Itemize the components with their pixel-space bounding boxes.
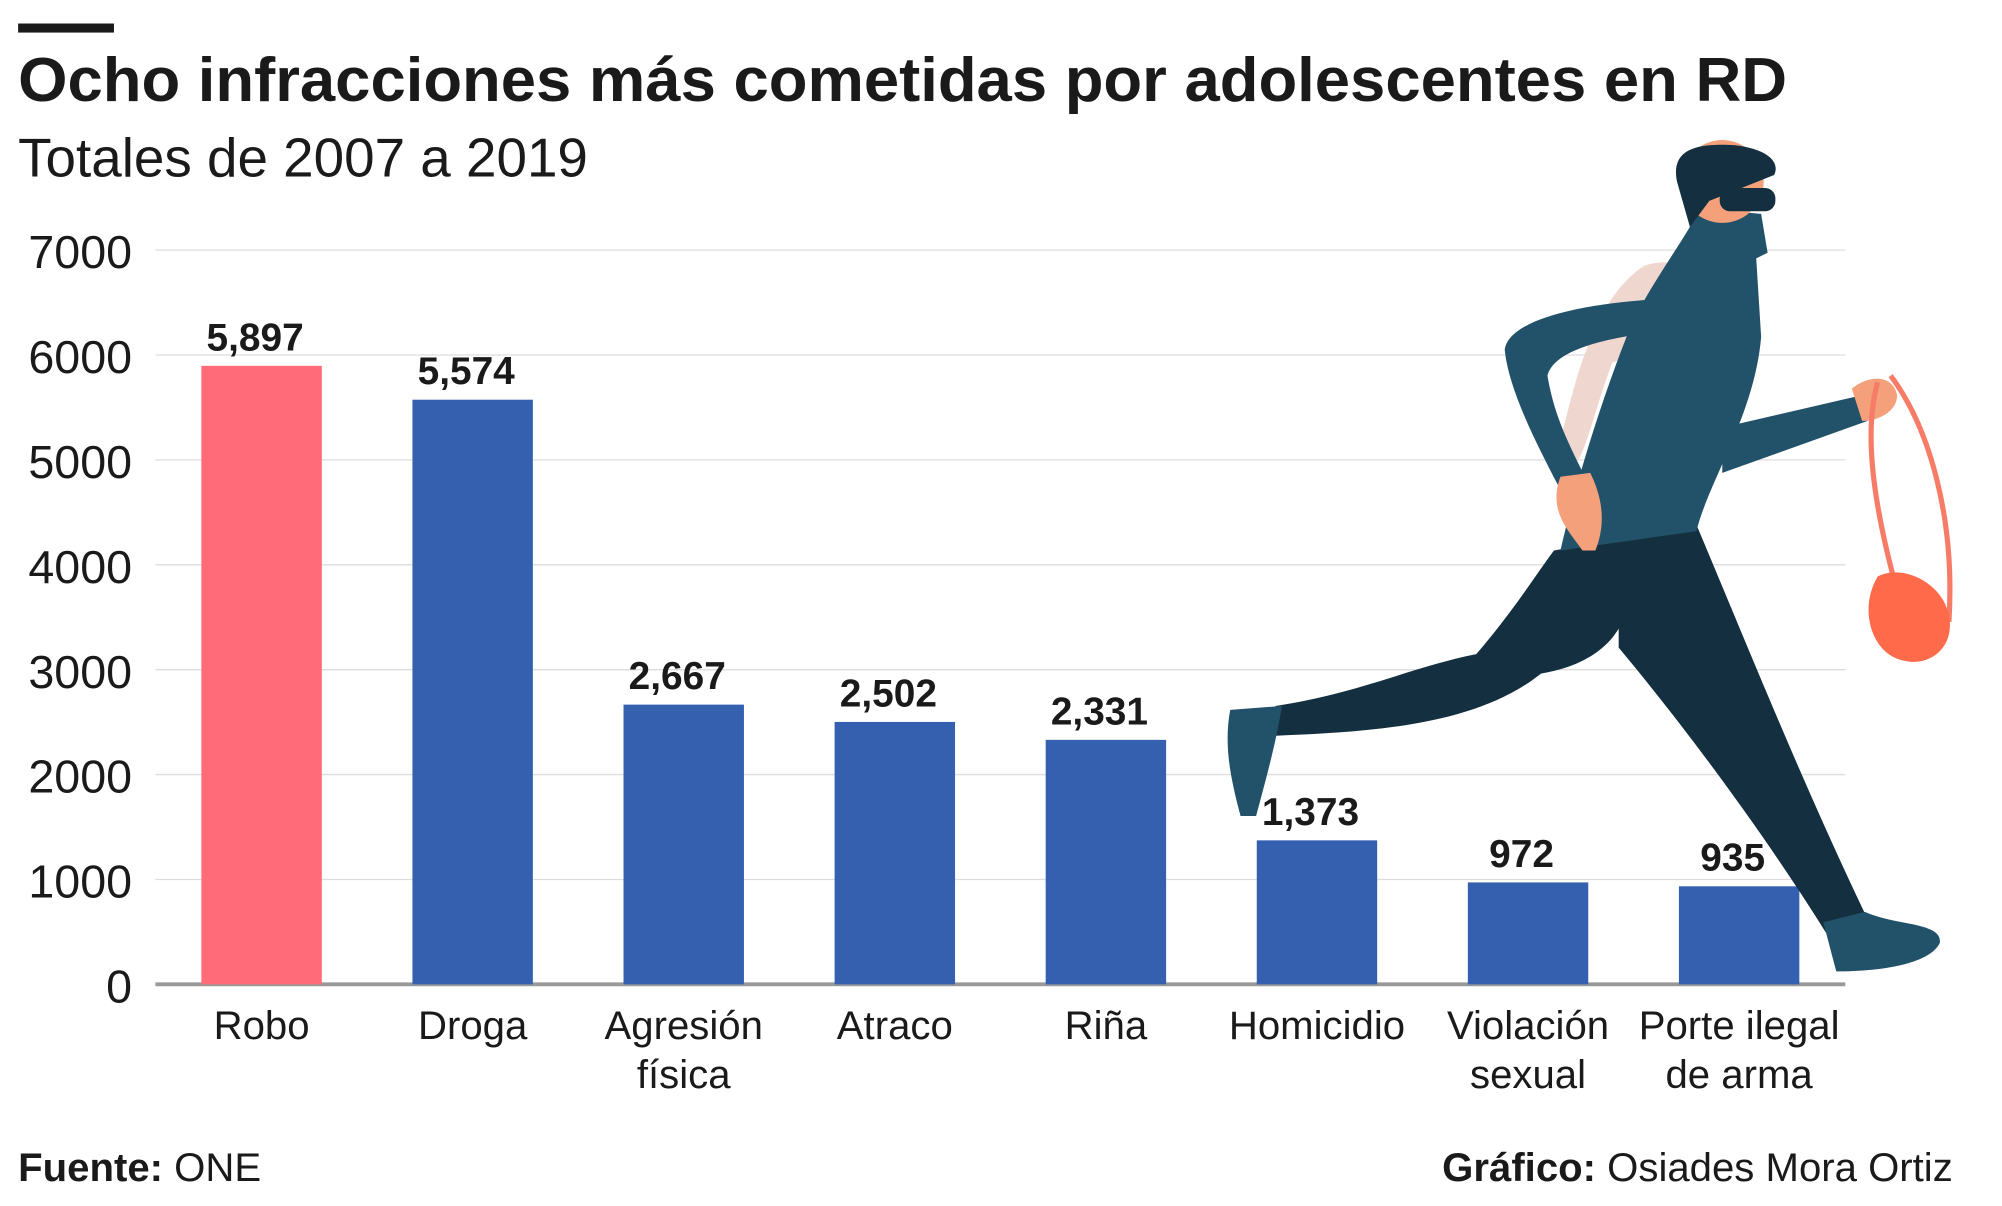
value-label: 935 [1700, 837, 1765, 880]
x-tick-label: Violación sexual [1446, 1002, 1610, 1098]
illustration [1227, 140, 1953, 972]
credit-text: Gráfico: Osiades Mora Ortiz [1442, 1145, 1953, 1190]
source-label: Fuente: [18, 1145, 163, 1190]
bar [1256, 840, 1378, 985]
bar [1467, 882, 1589, 985]
x-tick-label: Agresión física [604, 1002, 763, 1098]
x-tick-label-box: Atraco [836, 1002, 953, 1048]
chart-title: Ocho infracciones más cometidas por adol… [18, 46, 1787, 115]
x-tick-label-box: Robo [213, 1002, 310, 1048]
y-tick-label: 2000 [28, 751, 132, 803]
source-text: Fuente: ONE [18, 1145, 261, 1190]
x-tick-label-box: Porte ilegal de arma [1638, 1002, 1840, 1098]
x-tick-label-box: Agresión física [604, 1002, 763, 1098]
y-tick-label: 0 [106, 960, 132, 1012]
credit-label: Gráfico: [1442, 1145, 1596, 1190]
y-tick-label: 4000 [28, 541, 132, 593]
credit: Osiades Mora Ortiz [1607, 1145, 1953, 1190]
y-tick-label: 6000 [28, 331, 132, 383]
y-tick-label: 1000 [28, 856, 132, 908]
bar [201, 365, 322, 985]
x-tick-label: Droga [417, 1002, 528, 1048]
bar [623, 704, 744, 985]
value-label: 2,667 [629, 655, 726, 698]
source: ONE [174, 1145, 261, 1190]
x-tick-label: Robo [213, 1002, 310, 1048]
value-label: 972 [1489, 833, 1554, 876]
value-label: 2,502 [840, 672, 937, 715]
bar [412, 399, 533, 985]
footer: Fuente: ONE Gráfico: Osiades Mora Ortiz [18, 1145, 1953, 1190]
x-tick-label: Atraco [836, 1002, 953, 1048]
value-label: 5,574 [418, 350, 516, 393]
x-tick-label-box: Homicidio [1228, 1002, 1406, 1048]
y-tick-label: 3000 [28, 646, 132, 698]
bar [1045, 739, 1167, 985]
value-label: 5,897 [207, 316, 304, 359]
bar [1678, 886, 1800, 985]
bar [834, 721, 956, 985]
plot-area: 0 1000 2000 3000 4000 5000 6000 7000 5,897 Robo 5,… [28, 226, 1846, 1098]
x-tick-label: Porte ilegal de arma [1638, 1002, 1840, 1098]
x-tick-label-box: Violación sexual [1446, 1002, 1610, 1098]
chart-subtitle: Totales de 2007 a 2019 [18, 127, 588, 188]
top-rule [18, 23, 114, 33]
value-label: 1,373 [1262, 791, 1359, 834]
x-tick-label: Homicidio [1228, 1002, 1406, 1048]
y-tick-label: 5000 [28, 436, 132, 488]
x-tick-label-box: Riña [1064, 1002, 1148, 1048]
value-label: 2,331 [1051, 690, 1148, 733]
x-tick-label-box: Droga [417, 1002, 528, 1048]
y-tick-label: 7000 [28, 226, 132, 278]
x-tick-label: Riña [1064, 1002, 1148, 1048]
